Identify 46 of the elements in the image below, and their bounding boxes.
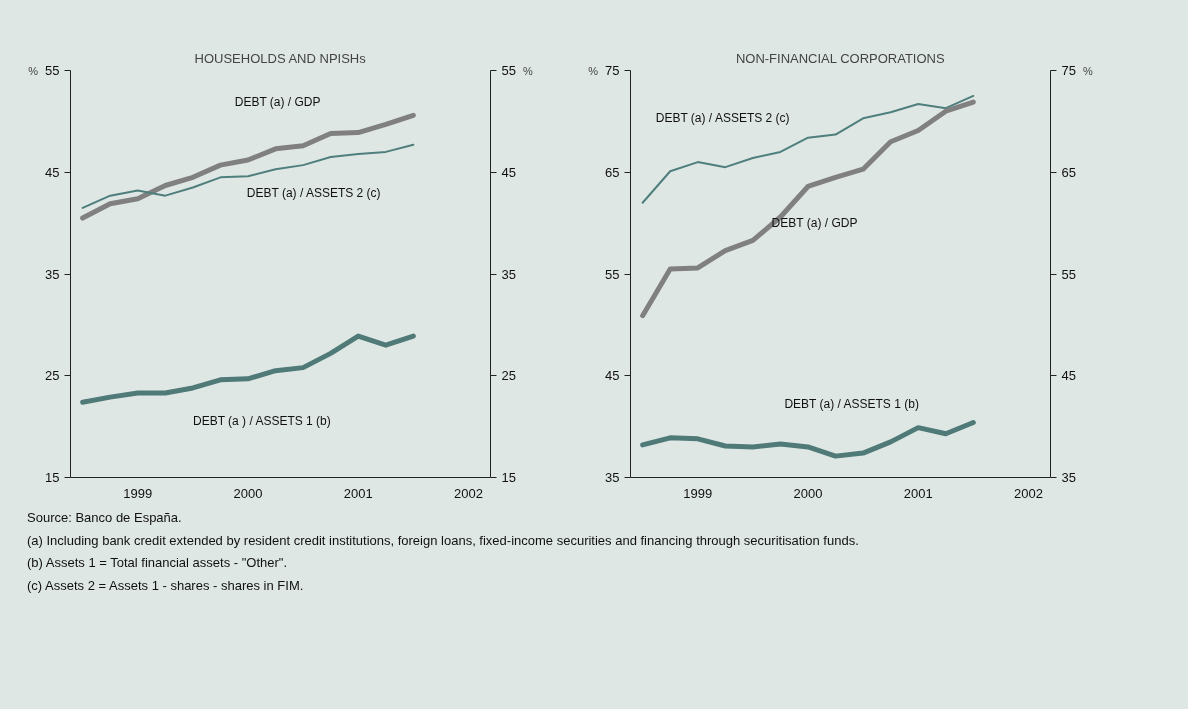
y-tick-label: 55 <box>45 63 60 78</box>
y-tick-label: 45 <box>45 164 60 180</box>
source-note: Source: Banco de España. <box>27 509 183 527</box>
text: DEBT (a ) / ASSETS 1 (b) <box>192 413 331 428</box>
text: DEBT (a) / GDP <box>234 95 321 110</box>
x-tick-label: 1999 <box>683 485 713 501</box>
text: (a) Including bank credit extended by resident credit institutions, foreign loans, fixed-income securities and financing through securitisation funds. <box>27 531 859 550</box>
x-tick-label: 1999 <box>123 485 153 501</box>
chart-title: NON-FINANCIAL CORPORATIONS <box>735 50 945 66</box>
y-tick-label: 45 <box>605 368 620 384</box>
y-tick-label: 75 <box>605 63 620 78</box>
x-tick-label: 2002 <box>1013 485 1043 501</box>
y2-tick-label: 45 <box>501 164 516 180</box>
y2-axis-title: % <box>522 64 533 77</box>
series-label: DEBT (a) / ASSETS 2 (c) <box>246 185 381 200</box>
y2-tick-label: 35 <box>1061 470 1076 485</box>
y2-tick-label: 55 <box>1061 266 1076 282</box>
x-tick-label: 2001 <box>343 485 373 501</box>
y2-tick-label: 35 <box>501 266 516 282</box>
y-tick-label: 35 <box>605 470 620 485</box>
y-axis-title: % <box>588 64 599 77</box>
x-tick-label: 2001 <box>903 485 933 501</box>
chart-title: HOUSEHOLDS AND NPISHs <box>194 50 367 66</box>
y-tick-label: 55 <box>605 266 620 282</box>
y-tick-label: 25 <box>45 368 60 384</box>
series-label: DEBT (a) / GDP <box>771 216 858 231</box>
text: (b) Assets 1 = Total financial assets - "Other". <box>27 554 289 573</box>
x-tick-label: 2000 <box>793 485 823 501</box>
y2-tick-label: 55 <box>501 63 516 78</box>
x-tick-label: 2002 <box>453 485 483 501</box>
line-series <box>641 94 975 204</box>
y-tick-label: 65 <box>605 164 620 180</box>
y-tick-label: 15 <box>45 470 60 485</box>
series-label: DEBT (a) / ASSETS 2 (c) <box>655 111 790 126</box>
y2-tick-label: 65 <box>1061 164 1076 180</box>
x-tick-label: 2000 <box>233 485 263 501</box>
y-axis-title: % <box>28 64 39 77</box>
y2-tick-label: 25 <box>501 368 516 384</box>
series-label: DEBT (a) / ASSETS 1 (b) <box>784 397 919 412</box>
y2-axis-title: % <box>1082 64 1093 77</box>
y-tick-label: 35 <box>45 266 60 282</box>
y2-tick-label: 15 <box>501 470 516 485</box>
text: (c) Assets 2 = Assets 1 - shares - shares in FIM. <box>27 576 305 595</box>
y2-tick-label: 45 <box>1061 368 1076 384</box>
line-series <box>81 143 415 209</box>
y2-tick-label: 75 <box>1061 63 1076 78</box>
